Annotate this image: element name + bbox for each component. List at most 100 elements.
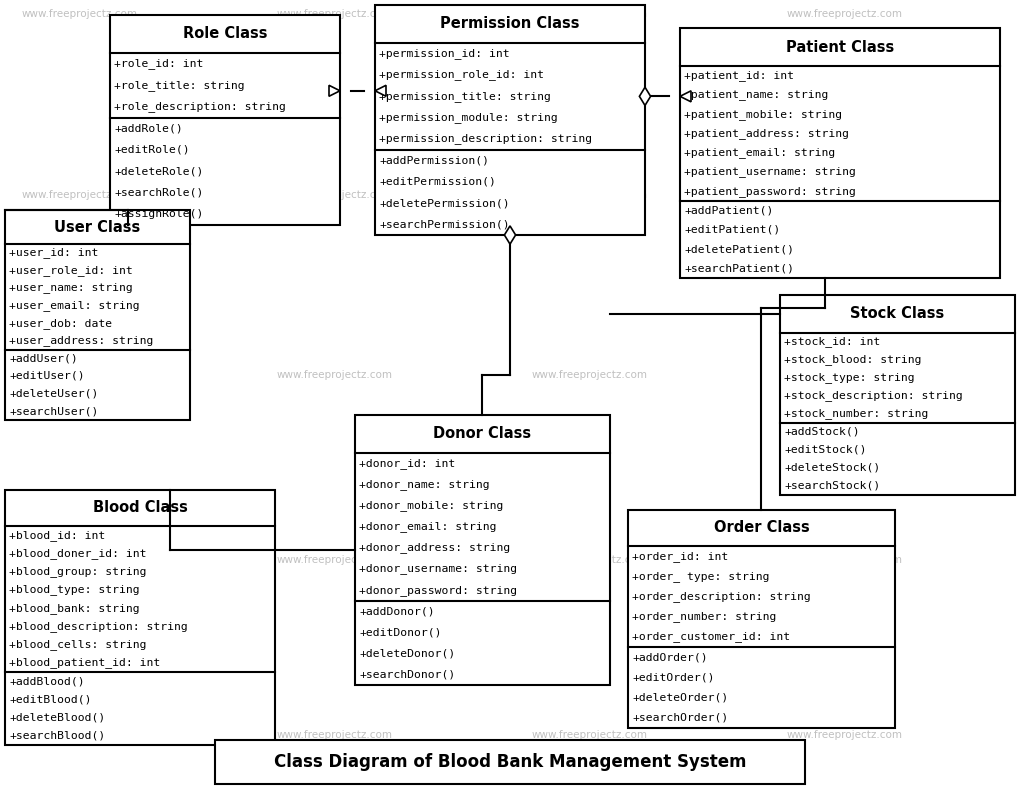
Text: Order Class: Order Class [713, 520, 809, 535]
Text: +searchUser(): +searchUser() [9, 406, 98, 417]
Text: +order_customer_id: int: +order_customer_id: int [632, 631, 790, 642]
Text: +donor_mobile: string: +donor_mobile: string [359, 501, 503, 511]
Text: +user_email: string: +user_email: string [9, 300, 140, 311]
Text: +order_number: string: +order_number: string [632, 611, 775, 623]
Text: +deleteUser(): +deleteUser() [9, 389, 98, 398]
Text: +order_description: string: +order_description: string [632, 591, 810, 602]
Text: www.freeprojectz.com: www.freeprojectz.com [532, 730, 647, 740]
Text: +deleteStock(): +deleteStock() [784, 463, 879, 473]
Text: +editBlood(): +editBlood() [9, 695, 92, 704]
Text: Donor Class: Donor Class [433, 427, 531, 441]
Text: +order_ type: string: +order_ type: string [632, 571, 768, 582]
Bar [628, 510, 894, 728]
Text: www.freeprojectz.com: www.freeprojectz.com [787, 730, 902, 740]
Text: +editDonor(): +editDonor() [359, 627, 441, 638]
Text: +user_name: string: +user_name: string [9, 283, 132, 294]
Text: +deletePatient(): +deletePatient() [684, 244, 793, 254]
Text: +patient_id: int: +patient_id: int [684, 70, 793, 81]
Text: www.freeprojectz.com: www.freeprojectz.com [787, 555, 902, 565]
Text: +stock_description: string: +stock_description: string [784, 390, 962, 402]
Text: www.freeprojectz.com: www.freeprojectz.com [22, 555, 138, 565]
Text: +patient_mobile: string: +patient_mobile: string [684, 109, 842, 120]
Text: +blood_cells: string: +blood_cells: string [9, 639, 147, 650]
Text: +deletePermission(): +deletePermission() [379, 198, 510, 208]
Text: +donor_email: string: +donor_email: string [359, 521, 496, 532]
Text: +searchOrder(): +searchOrder() [632, 713, 728, 723]
Polygon shape [639, 87, 650, 105]
Text: +searchDonor(): +searchDonor() [359, 669, 454, 680]
Text: +patient_email: string: +patient_email: string [684, 147, 835, 158]
Text: +blood_description: string: +blood_description: string [9, 621, 187, 632]
Text: +addOrder(): +addOrder() [632, 653, 707, 662]
Text: +addRole(): +addRole() [114, 124, 182, 133]
Text: Stock Class: Stock Class [850, 307, 944, 322]
Text: +editOrder(): +editOrder() [632, 672, 713, 683]
Text: +order_id: int: +order_id: int [632, 550, 728, 562]
Text: +deleteDonor(): +deleteDonor() [359, 649, 454, 658]
Text: Class Diagram of Blood Bank Management System: Class Diagram of Blood Bank Management S… [273, 753, 746, 771]
Text: +donor_address: string: +donor_address: string [359, 543, 510, 554]
Text: +assignRole(): +assignRole() [114, 209, 203, 219]
Text: +role_description: string: +role_description: string [114, 101, 285, 112]
Text: www.freeprojectz.com: www.freeprojectz.com [532, 190, 647, 200]
Text: +addDonor(): +addDonor() [359, 606, 434, 616]
Text: +patient_name: string: +patient_name: string [684, 89, 827, 101]
Text: www.freeprojectz.com: www.freeprojectz.com [277, 190, 392, 200]
Text: +user_id: int: +user_id: int [9, 247, 98, 258]
Text: +deleteRole(): +deleteRole() [114, 166, 203, 177]
Text: +addPatient(): +addPatient() [684, 206, 772, 215]
Text: www.freeprojectz.com: www.freeprojectz.com [787, 370, 902, 380]
Bar [355, 415, 609, 685]
Polygon shape [680, 91, 690, 102]
Text: www.freeprojectz.com: www.freeprojectz.com [22, 370, 138, 380]
Bar [110, 15, 339, 225]
Text: +blood_group: string: +blood_group: string [9, 566, 147, 577]
Text: +searchPermission(): +searchPermission() [379, 219, 510, 230]
Text: +stock_id: int: +stock_id: int [784, 337, 879, 348]
Text: +patient_address: string: +patient_address: string [684, 128, 848, 139]
Text: +deleteBlood(): +deleteBlood() [9, 713, 105, 722]
Text: Blood Class: Blood Class [93, 501, 187, 516]
Text: +user_dob: date: +user_dob: date [9, 318, 112, 329]
Text: +blood_type: string: +blood_type: string [9, 584, 140, 596]
Text: +patient_username: string: +patient_username: string [684, 166, 855, 177]
Text: www.freeprojectz.com: www.freeprojectz.com [277, 9, 392, 19]
Polygon shape [504, 226, 515, 244]
Text: +role_title: string: +role_title: string [114, 80, 245, 91]
Text: +permission_role_id: int: +permission_role_id: int [379, 70, 543, 81]
Text: +donor_username: string: +donor_username: string [359, 564, 517, 574]
Text: +patient_password: string: +patient_password: string [684, 186, 855, 196]
Bar [780, 295, 1014, 495]
Text: www.freeprojectz.com: www.freeprojectz.com [22, 9, 138, 19]
Text: www.freeprojectz.com: www.freeprojectz.com [787, 190, 902, 200]
Text: +addBlood(): +addBlood() [9, 676, 85, 686]
Text: +permission_title: string: +permission_title: string [379, 91, 550, 102]
Polygon shape [375, 86, 385, 97]
Text: +permission_id: int: +permission_id: int [379, 48, 510, 59]
Text: +blood_patient_id: int: +blood_patient_id: int [9, 657, 160, 668]
Text: +stock_type: string: +stock_type: string [784, 372, 914, 383]
Text: +editPermission(): +editPermission() [379, 177, 495, 187]
Text: +searchPatient(): +searchPatient() [684, 264, 793, 273]
Text: +permission_description: string: +permission_description: string [379, 134, 592, 144]
Text: www.freeprojectz.com: www.freeprojectz.com [787, 9, 902, 19]
Text: +donor_name: string: +donor_name: string [359, 479, 489, 490]
Text: +editStock(): +editStock() [784, 445, 866, 455]
Bar [5, 210, 190, 420]
Text: +user_address: string: +user_address: string [9, 335, 153, 346]
Bar [5, 490, 275, 745]
Text: www.freeprojectz.com: www.freeprojectz.com [277, 730, 392, 740]
Polygon shape [329, 86, 339, 97]
Text: +searchStock(): +searchStock() [784, 481, 879, 491]
Text: +addPermission(): +addPermission() [379, 155, 488, 166]
Text: +editPatient(): +editPatient() [684, 225, 780, 234]
Text: Role Class: Role Class [182, 26, 267, 41]
Text: +deleteOrder(): +deleteOrder() [632, 693, 728, 703]
Text: +searchRole(): +searchRole() [114, 188, 203, 198]
Text: +blood_bank: string: +blood_bank: string [9, 603, 140, 614]
Text: +donor_password: string: +donor_password: string [359, 584, 517, 596]
Text: +stock_blood: string: +stock_blood: string [784, 355, 920, 365]
Text: www.freeprojectz.com: www.freeprojectz.com [532, 555, 647, 565]
Text: Patient Class: Patient Class [785, 40, 894, 55]
Text: +role_id: int: +role_id: int [114, 59, 203, 69]
